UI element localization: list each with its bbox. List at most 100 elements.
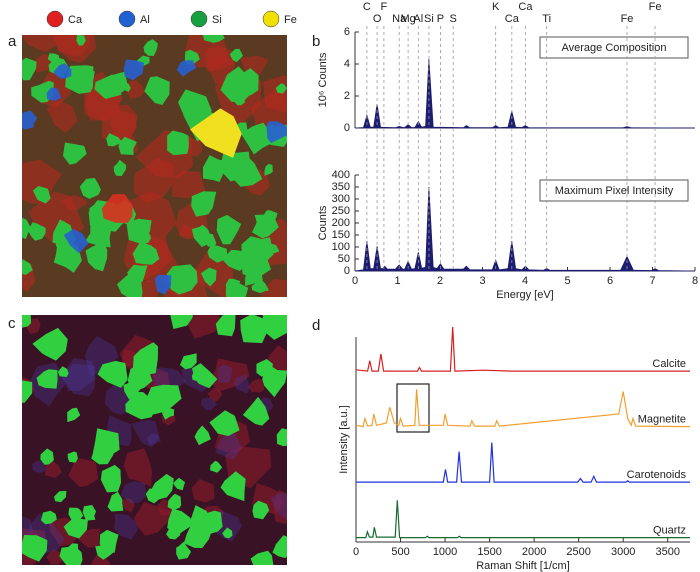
grain (63, 142, 87, 165)
grain (32, 460, 47, 473)
legend-label: Si (212, 14, 222, 26)
grain (100, 464, 121, 493)
grain (76, 35, 86, 46)
grain (113, 159, 127, 177)
grain (59, 546, 83, 565)
grain (67, 451, 78, 463)
x-tick-label: 0 (352, 275, 358, 287)
x-tick-label: 7 (649, 275, 655, 287)
spectrum-line (355, 326, 690, 372)
y-axis-label: Intensity [a.u.] (338, 405, 350, 473)
y-tick-label: 0 (344, 265, 350, 277)
grain (27, 222, 46, 241)
x-tick-label: 3500 (655, 546, 679, 558)
grain (171, 170, 206, 199)
grain (52, 35, 96, 63)
panel-label: b (312, 33, 320, 50)
grain (133, 501, 172, 536)
grain (123, 59, 145, 81)
grain (217, 364, 233, 383)
grain (241, 122, 273, 155)
grain (82, 505, 97, 521)
x-tick-label: 2000 (522, 546, 546, 558)
grain (167, 130, 189, 156)
grain (272, 535, 287, 559)
grain (106, 133, 123, 147)
y-tick-label: 200 (332, 217, 350, 229)
element-label: Fe (621, 13, 634, 25)
y-tick-label: 0 (344, 122, 350, 134)
grain (167, 493, 182, 511)
grain (229, 48, 244, 63)
element-label: P (437, 13, 444, 25)
grain (242, 396, 270, 426)
map-a-grains (22, 35, 287, 297)
panel-label: a (8, 33, 17, 50)
grain (105, 71, 129, 96)
grain (216, 214, 242, 245)
x-tick-label: 8 (692, 275, 698, 287)
grain (132, 241, 160, 265)
spectrum-line (355, 389, 691, 428)
grain (22, 159, 62, 204)
grain (22, 516, 33, 537)
grain (261, 278, 287, 297)
grain (220, 471, 246, 502)
map-c-grains (22, 315, 287, 565)
grain (93, 428, 120, 456)
grain (184, 136, 203, 158)
grain (54, 490, 67, 503)
element-label: S (450, 13, 457, 25)
grain (40, 510, 57, 525)
grain (270, 492, 287, 521)
element-label: Ti (542, 13, 551, 25)
grain (275, 83, 287, 94)
grain (210, 460, 223, 473)
grain (63, 228, 89, 254)
grain (166, 264, 198, 295)
grain (262, 315, 287, 340)
grain (131, 419, 160, 448)
grain (65, 65, 94, 94)
grain (22, 380, 33, 403)
grain (178, 223, 197, 240)
spectrum-area (354, 59, 696, 129)
grain (273, 489, 287, 525)
element-label: Ca (518, 1, 533, 13)
grain (201, 397, 217, 411)
grain (22, 259, 33, 275)
x-tick-label: 4 (522, 275, 528, 287)
element-label: C (363, 1, 371, 13)
grain (144, 384, 182, 415)
x-tick-label: 500 (391, 546, 409, 558)
grain (107, 491, 124, 512)
grain (85, 241, 108, 272)
grain (22, 35, 61, 53)
grain (95, 540, 115, 560)
grain (46, 87, 62, 101)
grain (46, 100, 78, 133)
legend-swatch (190, 10, 208, 28)
legend-swatch (46, 10, 64, 28)
grain (67, 407, 81, 423)
grain (209, 410, 240, 436)
x-tick-label: 1 (394, 275, 400, 287)
grain (194, 510, 223, 536)
element-label: O (373, 13, 382, 25)
y-tick-label: 250 (332, 205, 350, 217)
grain (191, 479, 215, 503)
grain (170, 315, 194, 329)
grain (36, 369, 58, 389)
grain (40, 448, 54, 465)
element-label: K (492, 1, 500, 13)
grain (61, 195, 88, 211)
series-label: Carotenoids (627, 469, 687, 481)
grain (240, 315, 269, 344)
y-tick-label: 2 (344, 90, 350, 102)
y-tick-label: 6 (344, 26, 350, 38)
grain (222, 527, 233, 539)
grain (63, 517, 88, 539)
grain (109, 109, 137, 141)
element-label: Mg (400, 13, 415, 25)
